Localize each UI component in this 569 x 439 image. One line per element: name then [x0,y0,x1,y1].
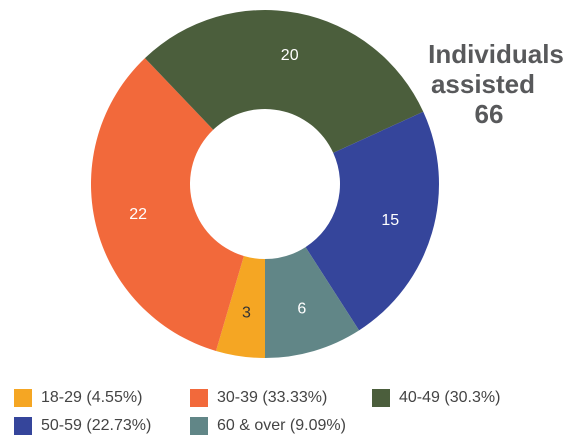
slice-label: 20 [281,47,299,64]
donut-slice [91,58,244,351]
legend-label: 18-29 (4.55%) [41,389,142,406]
donut-slice [265,247,360,358]
legend-swatch [190,389,208,407]
legend-swatch [372,389,390,407]
legend-label: 40-49 (30.3%) [399,389,500,406]
slice-label: 3 [242,304,251,321]
legend-label: 50-59 (22.73%) [41,417,151,434]
legend-label: 60 & over (9.09%) [217,417,346,434]
annotation-total: 66 [475,99,504,129]
slice-label: 6 [297,300,306,317]
annotation-line: assisted [431,69,535,99]
legend-swatch [14,389,32,407]
legend-label: 30-39 (33.33%) [217,389,327,406]
donut-slice [215,255,265,358]
legend-swatch [190,417,208,435]
slice-label: 22 [129,206,147,223]
slice-label: 15 [381,212,399,229]
annotation-line: Individuals [428,39,564,69]
donut-slice [305,111,440,331]
donut-slice [144,10,424,153]
legend-swatch [14,417,32,435]
